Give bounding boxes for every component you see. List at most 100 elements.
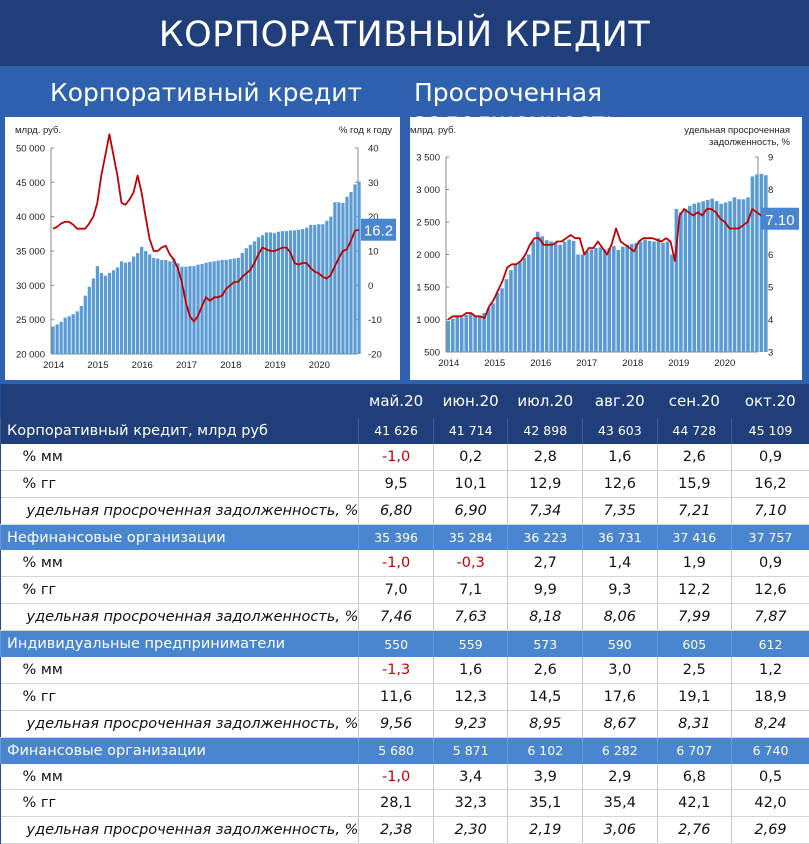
last-value-label: 7.10 bbox=[765, 212, 794, 229]
row-value: 0,2 bbox=[433, 444, 508, 470]
row-value: 7,21 bbox=[657, 497, 731, 524]
row-value: 19,1 bbox=[657, 683, 731, 710]
bar bbox=[532, 242, 536, 353]
bar bbox=[630, 244, 634, 352]
bar bbox=[172, 259, 175, 354]
left-tick-label: 40 000 bbox=[16, 212, 45, 223]
group-value: 5 871 bbox=[433, 737, 508, 763]
group-value: 44 728 bbox=[657, 418, 731, 444]
bar bbox=[447, 321, 451, 352]
bar bbox=[536, 232, 540, 352]
right-axis-unit: % год к году bbox=[339, 125, 392, 136]
bar bbox=[545, 240, 549, 352]
row-value: 18,9 bbox=[732, 683, 809, 710]
bar bbox=[603, 249, 607, 352]
bar bbox=[612, 246, 616, 352]
row-value: 12,9 bbox=[508, 470, 583, 497]
row-value: 8,95 bbox=[508, 710, 583, 737]
row-label: удельная просроченная задолженность, % bbox=[1, 604, 359, 631]
bar bbox=[68, 316, 71, 354]
group-value: 559 bbox=[433, 631, 508, 657]
group-label: Корпоративный кредит, млрд руб bbox=[1, 418, 359, 444]
bar bbox=[100, 273, 103, 354]
bar bbox=[540, 236, 544, 352]
bar bbox=[666, 242, 670, 353]
bar bbox=[341, 203, 344, 354]
bar bbox=[208, 262, 211, 354]
x-tick-label: 2015 bbox=[87, 360, 108, 371]
bar bbox=[217, 261, 220, 354]
group-value: 45 109 bbox=[732, 418, 809, 444]
bar bbox=[309, 225, 312, 354]
bar bbox=[760, 174, 764, 352]
bar bbox=[80, 306, 83, 354]
bar bbox=[233, 259, 236, 354]
bar bbox=[567, 240, 571, 352]
bar bbox=[297, 230, 300, 354]
right-tick-label: 4 bbox=[768, 315, 773, 326]
row-value: 6,8 bbox=[657, 764, 731, 790]
bar bbox=[648, 241, 652, 352]
bar bbox=[473, 316, 477, 352]
right-tick-label: 0 bbox=[368, 281, 373, 292]
bar bbox=[148, 254, 151, 354]
bar bbox=[496, 293, 500, 352]
bar bbox=[608, 248, 612, 352]
bar bbox=[464, 315, 468, 352]
page-title: КОРПОРАТИВНЫЙ КРЕДИТ bbox=[0, 0, 809, 66]
bar bbox=[451, 319, 455, 352]
month-header: июн.20 bbox=[433, 384, 508, 418]
left-tick-label: 1 000 bbox=[416, 315, 440, 326]
row-label: % гг bbox=[1, 470, 359, 497]
bar bbox=[657, 238, 661, 352]
row-value: 42,0 bbox=[732, 790, 809, 817]
left-tick-label: 25 000 bbox=[16, 315, 45, 326]
row-value: 7,46 bbox=[359, 604, 434, 631]
bar bbox=[76, 311, 79, 354]
row-value: 28,1 bbox=[359, 790, 434, 817]
row-value: 32,3 bbox=[433, 790, 508, 817]
row-value: 11,6 bbox=[359, 683, 434, 710]
bar bbox=[693, 204, 697, 352]
x-tick-label: 2020 bbox=[714, 358, 735, 369]
row-value: 2,38 bbox=[359, 817, 434, 844]
group-label: Финансовые организации bbox=[1, 737, 359, 763]
row-value: 8,06 bbox=[583, 604, 657, 631]
bar bbox=[293, 230, 296, 354]
row-value: 16,2 bbox=[732, 470, 809, 497]
bar bbox=[594, 248, 598, 352]
row-value: 9,56 bbox=[359, 710, 434, 737]
group-value: 6 707 bbox=[657, 737, 731, 763]
bar bbox=[661, 243, 665, 352]
month-header: сен.20 bbox=[657, 384, 731, 418]
left-tick-label: 500 bbox=[424, 348, 440, 359]
bar bbox=[160, 260, 163, 354]
bar bbox=[225, 260, 228, 354]
bar bbox=[621, 247, 625, 352]
bar bbox=[124, 263, 127, 354]
row-label: удельная просроченная задолженность, % bbox=[1, 710, 359, 737]
bar bbox=[88, 287, 91, 354]
x-tick-label: 2014 bbox=[438, 358, 459, 369]
bar bbox=[643, 240, 647, 352]
last-value-label: 16.2 bbox=[364, 223, 393, 240]
group-value: 37 757 bbox=[732, 524, 809, 550]
group-value: 590 bbox=[583, 631, 657, 657]
bar bbox=[313, 225, 316, 354]
row-value: 0,9 bbox=[732, 444, 809, 470]
bar bbox=[144, 251, 147, 354]
left-chart-heading: Корпоративный кредит bbox=[50, 78, 362, 107]
bar bbox=[261, 235, 264, 354]
bar bbox=[136, 253, 139, 354]
bar bbox=[229, 259, 232, 354]
group-value: 37 416 bbox=[657, 524, 731, 550]
x-tick-label: 2014 bbox=[43, 360, 64, 371]
left-tick-label: 2 500 bbox=[416, 218, 440, 229]
bar bbox=[289, 230, 292, 354]
row-value: 2,76 bbox=[657, 817, 731, 844]
bar bbox=[112, 270, 115, 354]
bar bbox=[599, 247, 603, 352]
bar bbox=[152, 258, 155, 354]
x-tick-label: 2019 bbox=[668, 358, 689, 369]
